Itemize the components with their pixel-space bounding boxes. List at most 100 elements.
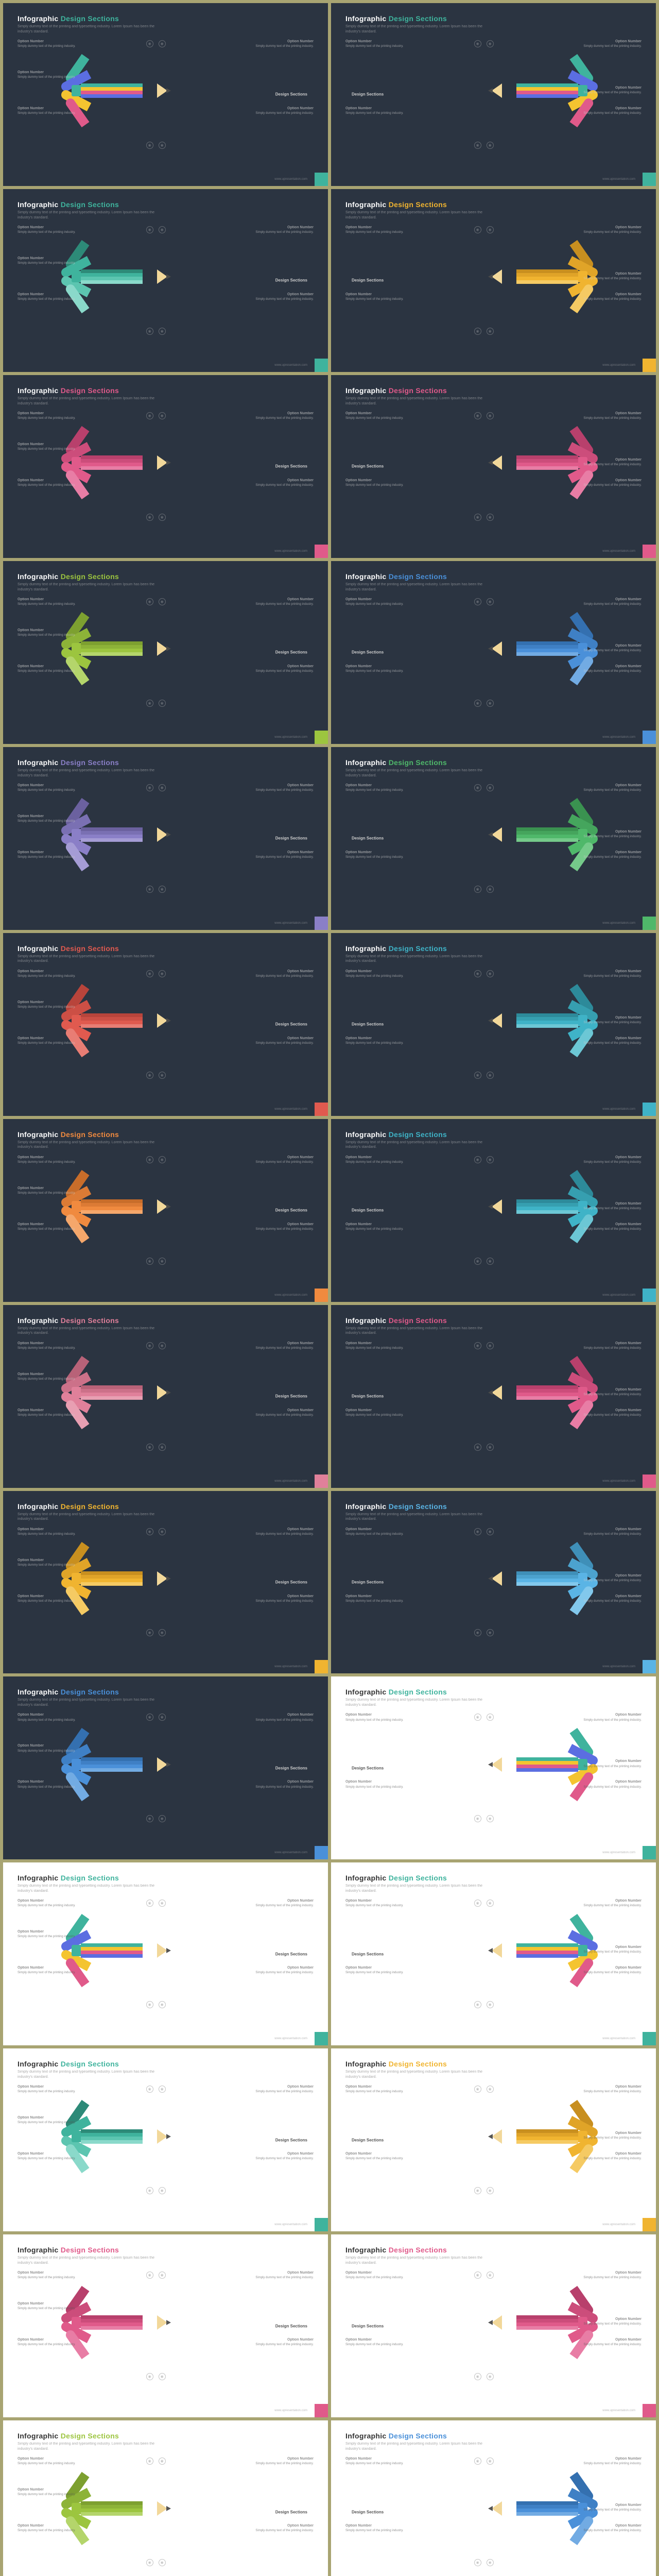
option-label: Option NumberSimply dummy text of the pr… <box>18 814 79 824</box>
infographic-slide: Infographic Design Sections Simply dummy… <box>331 561 656 744</box>
option-label: Option NumberSimply dummy text of the pr… <box>252 664 314 674</box>
design-sections-label: Design Sections <box>352 1580 384 1584</box>
design-sections-label: Design Sections <box>352 1208 384 1213</box>
infographic-slide: Infographic Design Sections Simply dummy… <box>3 2234 328 2417</box>
option-label: Option NumberSimply dummy text of the pr… <box>580 106 641 116</box>
option-label: Option NumberSimply dummy text of the pr… <box>580 39 641 49</box>
option-label: Option NumberSimply dummy text of the pr… <box>345 1527 407 1537</box>
option-label: Option NumberSimply dummy text of the pr… <box>580 272 641 281</box>
footer-url: www.upresentation.com <box>274 2223 307 2226</box>
option-label: Option NumberSimply dummy text of the pr… <box>18 1929 79 1939</box>
option-label: Option NumberSimply dummy text of the pr… <box>345 1036 407 1046</box>
option-label: Option NumberSimply dummy text of the pr… <box>18 2270 79 2280</box>
option-label: Option NumberSimply dummy text of the pr… <box>580 1155 641 1165</box>
design-sections-label: Design Sections <box>275 2324 307 2328</box>
option-label: Option NumberSimply dummy text of the pr… <box>345 2084 407 2094</box>
footer-url: www.upresentation.com <box>602 922 635 925</box>
option-label: Option NumberSimply dummy text of the pr… <box>580 1527 641 1537</box>
option-label: Option NumberSimply dummy text of the pr… <box>580 1573 641 1583</box>
option-label: Option NumberSimply dummy text of the pr… <box>252 1899 314 1908</box>
accent-corner <box>315 1103 328 1116</box>
option-label: Option NumberSimply dummy text of the pr… <box>18 1222 79 1232</box>
design-sections-label: Design Sections <box>275 1394 307 1399</box>
option-label: Option NumberSimply dummy text of the pr… <box>252 2084 314 2094</box>
option-label: Option NumberSimply dummy text of the pr… <box>580 2337 641 2347</box>
footer-url: www.upresentation.com <box>602 1294 635 1297</box>
infographic-slide: Infographic Design Sections Simply dummy… <box>3 1119 328 1302</box>
accent-corner <box>315 2032 328 2045</box>
option-label: Option NumberSimply dummy text of the pr… <box>345 969 407 979</box>
accent-corner <box>643 1289 656 1302</box>
option-label: Option NumberSimply dummy text of the pr… <box>345 1899 407 1908</box>
option-label: Option NumberSimply dummy text of the pr… <box>252 292 314 302</box>
infographic-slide: Infographic Design Sections Simply dummy… <box>331 1676 656 1859</box>
option-label: Option NumberSimply dummy text of the pr… <box>18 256 79 266</box>
option-label: Option NumberSimply dummy text of the pr… <box>580 829 641 839</box>
option-label: Option NumberSimply dummy text of the pr… <box>18 1036 79 1046</box>
footer-url: www.upresentation.com <box>274 1108 307 1111</box>
design-sections-label: Design Sections <box>352 278 384 283</box>
infographic-slide: Infographic Design Sections Simply dummy… <box>331 1862 656 2045</box>
infographic-slide: Infographic Design Sections Simply dummy… <box>3 3 328 186</box>
option-label: Option NumberSimply dummy text of the pr… <box>252 106 314 116</box>
accent-corner <box>643 1103 656 1116</box>
option-label: Option NumberSimply dummy text of the pr… <box>580 2084 641 2094</box>
option-label: Option NumberSimply dummy text of the pr… <box>580 292 641 302</box>
option-label: Option NumberSimply dummy text of the pr… <box>345 1155 407 1165</box>
option-label: Option NumberSimply dummy text of the pr… <box>18 2301 79 2311</box>
accent-corner <box>315 545 328 558</box>
accent-corner <box>315 917 328 930</box>
accent-corner <box>315 1660 328 1673</box>
option-label: Option NumberSimply dummy text of the pr… <box>580 783 641 793</box>
option-label: Option NumberSimply dummy text of the pr… <box>18 628 79 638</box>
design-sections-label: Design Sections <box>275 2510 307 2514</box>
infographic-slide: Infographic Design Sections Simply dummy… <box>331 189 656 372</box>
option-label: Option NumberSimply dummy text of the pr… <box>580 969 641 979</box>
option-label: Option NumberSimply dummy text of the pr… <box>252 2151 314 2161</box>
infographic-slide: Infographic Design Sections Simply dummy… <box>331 375 656 558</box>
infographic-slide: Infographic Design Sections Simply dummy… <box>331 1305 656 1488</box>
footer-url: www.upresentation.com <box>602 2409 635 2412</box>
infographic-slide: Infographic Design Sections Simply dummy… <box>3 933 328 1116</box>
option-label: Option NumberSimply dummy text of the pr… <box>252 783 314 793</box>
accent-corner <box>643 1846 656 1859</box>
footer-url: www.upresentation.com <box>602 2037 635 2040</box>
design-sections-label: Design Sections <box>275 92 307 97</box>
option-label: Option NumberSimply dummy text of the pr… <box>345 2151 407 2161</box>
option-label: Option NumberSimply dummy text of the pr… <box>580 1015 641 1025</box>
option-label: Option NumberSimply dummy text of the pr… <box>18 1780 79 1789</box>
option-label: Option NumberSimply dummy text of the pr… <box>580 1408 641 1418</box>
option-label: Option NumberSimply dummy text of the pr… <box>345 597 407 607</box>
option-label: Option NumberSimply dummy text of the pr… <box>252 1527 314 1537</box>
footer-url: www.upresentation.com <box>274 736 307 739</box>
footer-url: www.upresentation.com <box>602 364 635 367</box>
option-label: Option NumberSimply dummy text of the pr… <box>18 850 79 860</box>
footer-url: www.upresentation.com <box>274 2037 307 2040</box>
infographic-slide: Infographic Design Sections Simply dummy… <box>3 747 328 930</box>
option-label: Option NumberSimply dummy text of the pr… <box>18 783 79 793</box>
accent-corner <box>315 2218 328 2231</box>
option-label: Option NumberSimply dummy text of the pr… <box>345 106 407 116</box>
design-sections-label: Design Sections <box>352 650 384 655</box>
footer-url: www.upresentation.com <box>274 364 307 367</box>
option-label: Option NumberSimply dummy text of the pr… <box>18 1155 79 1165</box>
footer-url: www.upresentation.com <box>602 550 635 553</box>
option-label: Option NumberSimply dummy text of the pr… <box>18 1558 79 1568</box>
accent-corner <box>643 2218 656 2231</box>
option-label: Option NumberSimply dummy text of the pr… <box>252 1594 314 1604</box>
option-label: Option NumberSimply dummy text of the pr… <box>580 1341 641 1351</box>
option-label: Option NumberSimply dummy text of the pr… <box>252 2337 314 2347</box>
footer-url: www.upresentation.com <box>274 1480 307 1483</box>
option-label: Option NumberSimply dummy text of the pr… <box>18 1408 79 1418</box>
design-sections-label: Design Sections <box>352 464 384 469</box>
infographic-slide: Infographic Design Sections Simply dummy… <box>331 1119 656 1302</box>
option-label: Option NumberSimply dummy text of the pr… <box>252 1780 314 1789</box>
option-label: Option NumberSimply dummy text of the pr… <box>345 2270 407 2280</box>
design-sections-label: Design Sections <box>275 464 307 469</box>
accent-corner <box>643 173 656 186</box>
design-sections-label: Design Sections <box>275 650 307 655</box>
option-label: Option NumberSimply dummy text of the pr… <box>252 225 314 235</box>
option-label: Option NumberSimply dummy text of the pr… <box>345 664 407 674</box>
footer-url: www.upresentation.com <box>602 736 635 739</box>
option-label: Option NumberSimply dummy text of the pr… <box>345 1713 407 1722</box>
